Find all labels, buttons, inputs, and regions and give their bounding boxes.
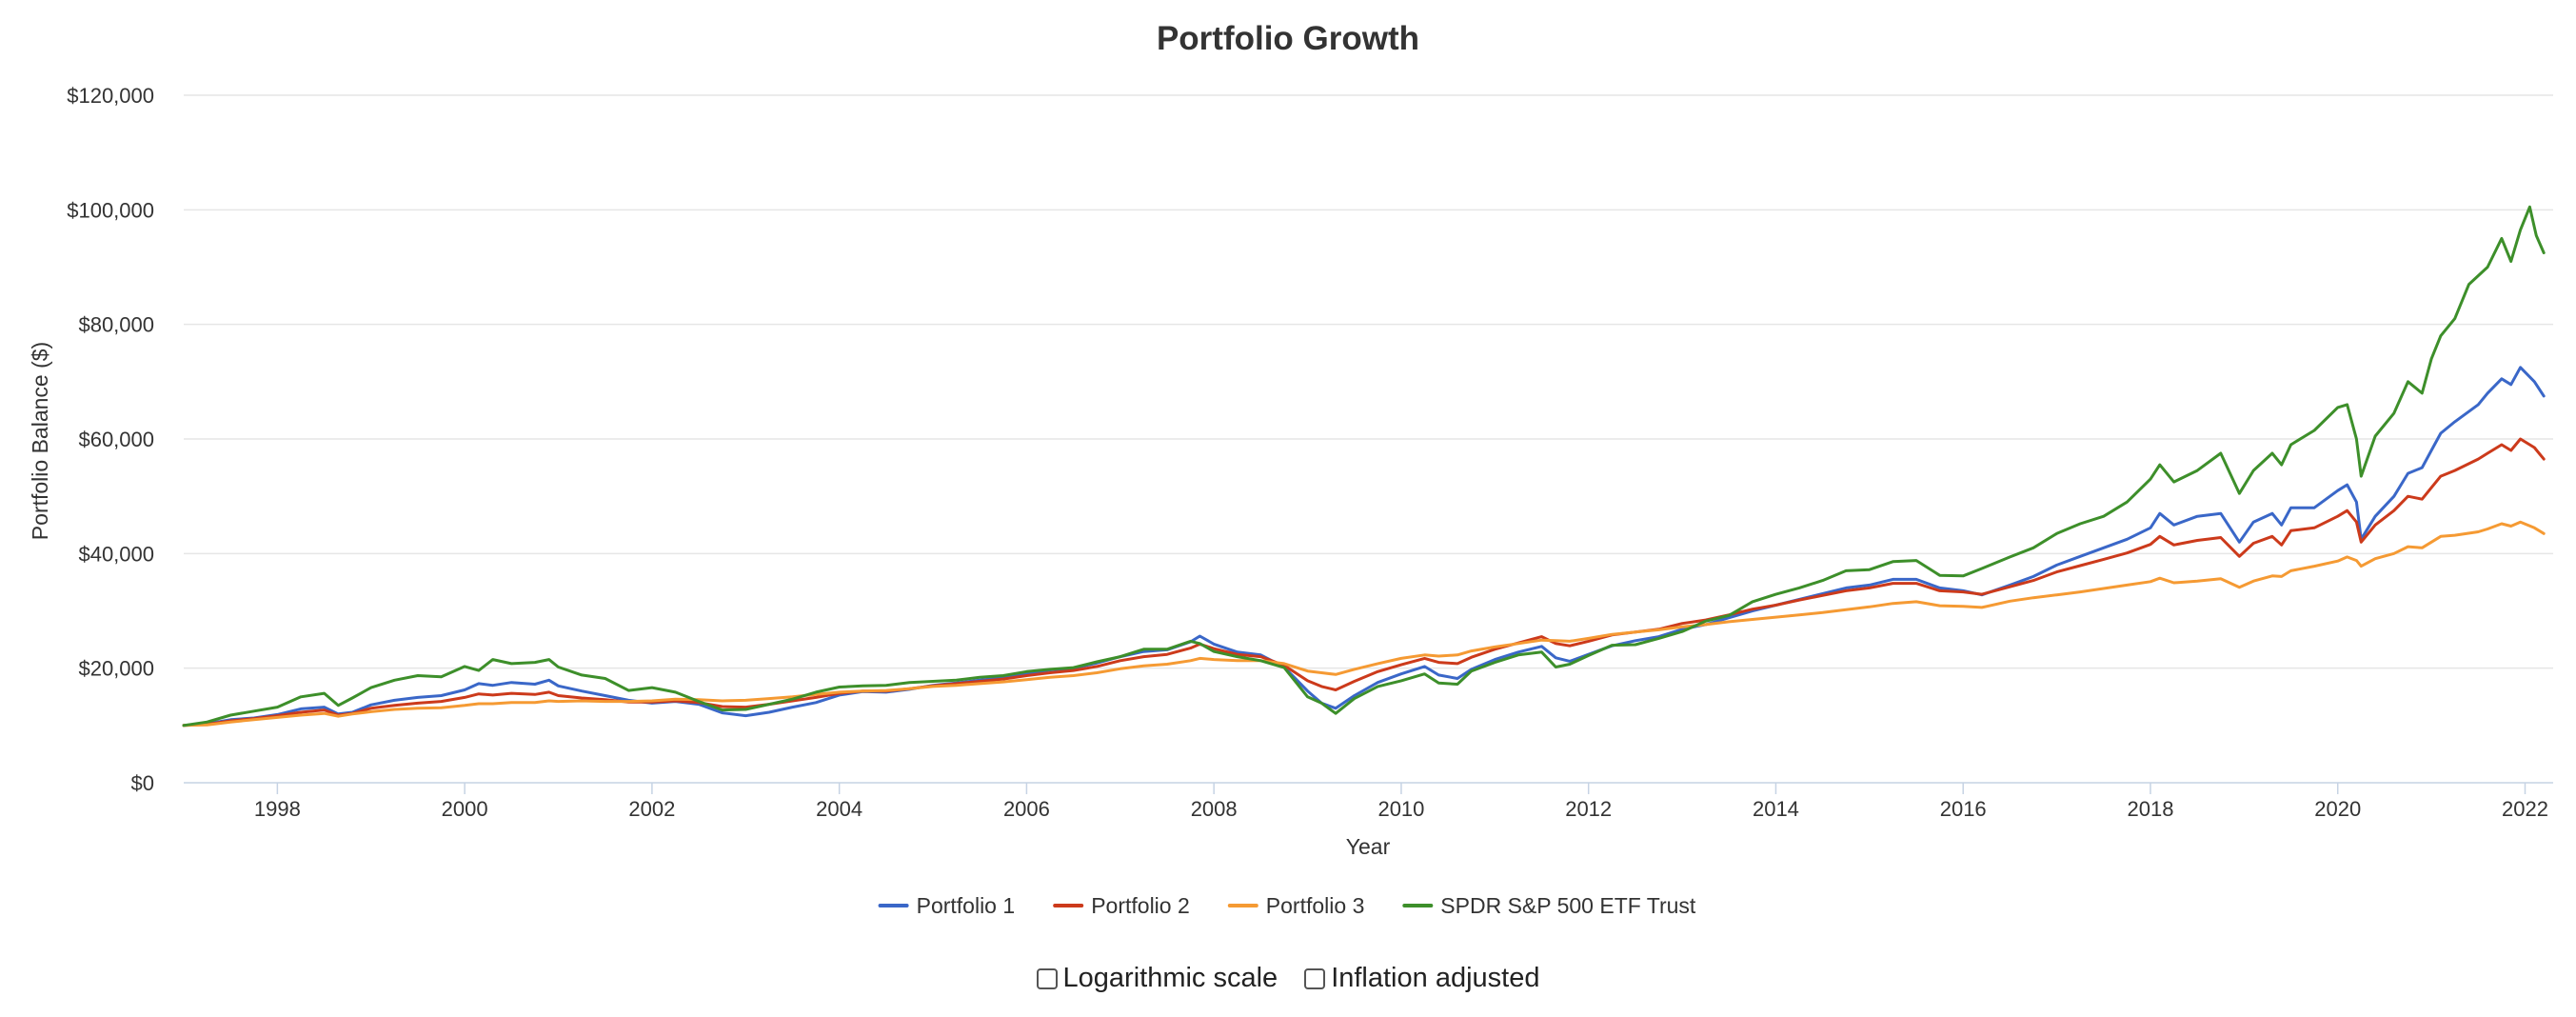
gridlines (184, 94, 2553, 784)
x-tick-label: 2000 (442, 797, 488, 821)
y-tick-label: $40,000 (78, 542, 154, 566)
x-tick-label: 2018 (2127, 797, 2173, 821)
logarithmic-scale-checkbox[interactable] (1036, 967, 1058, 989)
x-tick-label: 2004 (816, 797, 862, 821)
inflation-adjusted-checkbox[interactable] (1304, 967, 1326, 989)
legend-label: Portfolio 2 (1091, 893, 1190, 918)
y-axis-title: Portfolio Balance ($) (28, 342, 52, 540)
y-tick-label: $0 (131, 771, 154, 795)
x-tick-label: 2016 (1940, 797, 1987, 821)
y-tick-label: $100,000 (67, 198, 154, 222)
logarithmic-scale-label: Logarithmic scale (1062, 963, 1278, 993)
logarithmic-scale-option[interactable]: Logarithmic scale (1036, 963, 1278, 994)
x-tick-label: 2006 (1003, 797, 1050, 821)
x-tick-label: 1998 (254, 797, 301, 821)
inflation-adjusted-option[interactable]: Inflation adjusted (1304, 963, 1539, 994)
x-tick-label: 2012 (1565, 797, 1612, 821)
legend: Portfolio 1 Portfolio 2 Portfolio 3 SPDR S&… (878, 893, 1696, 918)
x-tick-label: 2020 (2314, 797, 2361, 821)
inflation-adjusted-label: Inflation adjusted (1331, 963, 1540, 993)
x-tick-label: 2008 (1191, 797, 1238, 821)
legend-item[interactable]: Portfolio 2 (1053, 893, 1190, 918)
y-tick-label: $120,000 (67, 84, 154, 108)
y-tick-label: $80,000 (78, 313, 154, 337)
y-axis-ticks: $0 $20,000 $40,000 $60,000 $80,000 $100,000 $1… (67, 84, 154, 795)
series-line (182, 520, 2546, 728)
series-lines (182, 205, 2546, 728)
legend-label: Portfolio 3 (1266, 893, 1365, 918)
legend-item[interactable]: SPDR S&P 500 ETF Trust (1402, 893, 1696, 918)
legend-label: SPDR S&P 500 ETF Trust (1440, 893, 1696, 918)
series-line (182, 205, 2546, 728)
y-tick-label: $60,000 (78, 428, 154, 451)
x-tick-label: 2010 (1377, 797, 1424, 821)
chart-title: Portfolio Growth (1157, 20, 1419, 57)
x-tick-label: 2002 (628, 797, 675, 821)
x-tick-label: 2014 (1753, 797, 1799, 821)
legend-item[interactable]: Portfolio 1 (878, 893, 1016, 918)
y-tick-label: $20,000 (78, 657, 154, 681)
series-line (182, 366, 2546, 728)
series-line (182, 437, 2546, 728)
x-tick-label: 2022 (2502, 797, 2548, 821)
legend-item[interactable]: Portfolio 3 (1227, 893, 1365, 918)
x-axis-title: Year (1346, 834, 1391, 859)
legend-label: Portfolio 1 (917, 893, 1016, 918)
chart-options: Logarithmic scale Inflation adjusted (0, 963, 2576, 994)
x-axis-ticks: 1998 2000 2002 2004 2006 2008 2010 2012 2014 2016… (254, 783, 2548, 821)
